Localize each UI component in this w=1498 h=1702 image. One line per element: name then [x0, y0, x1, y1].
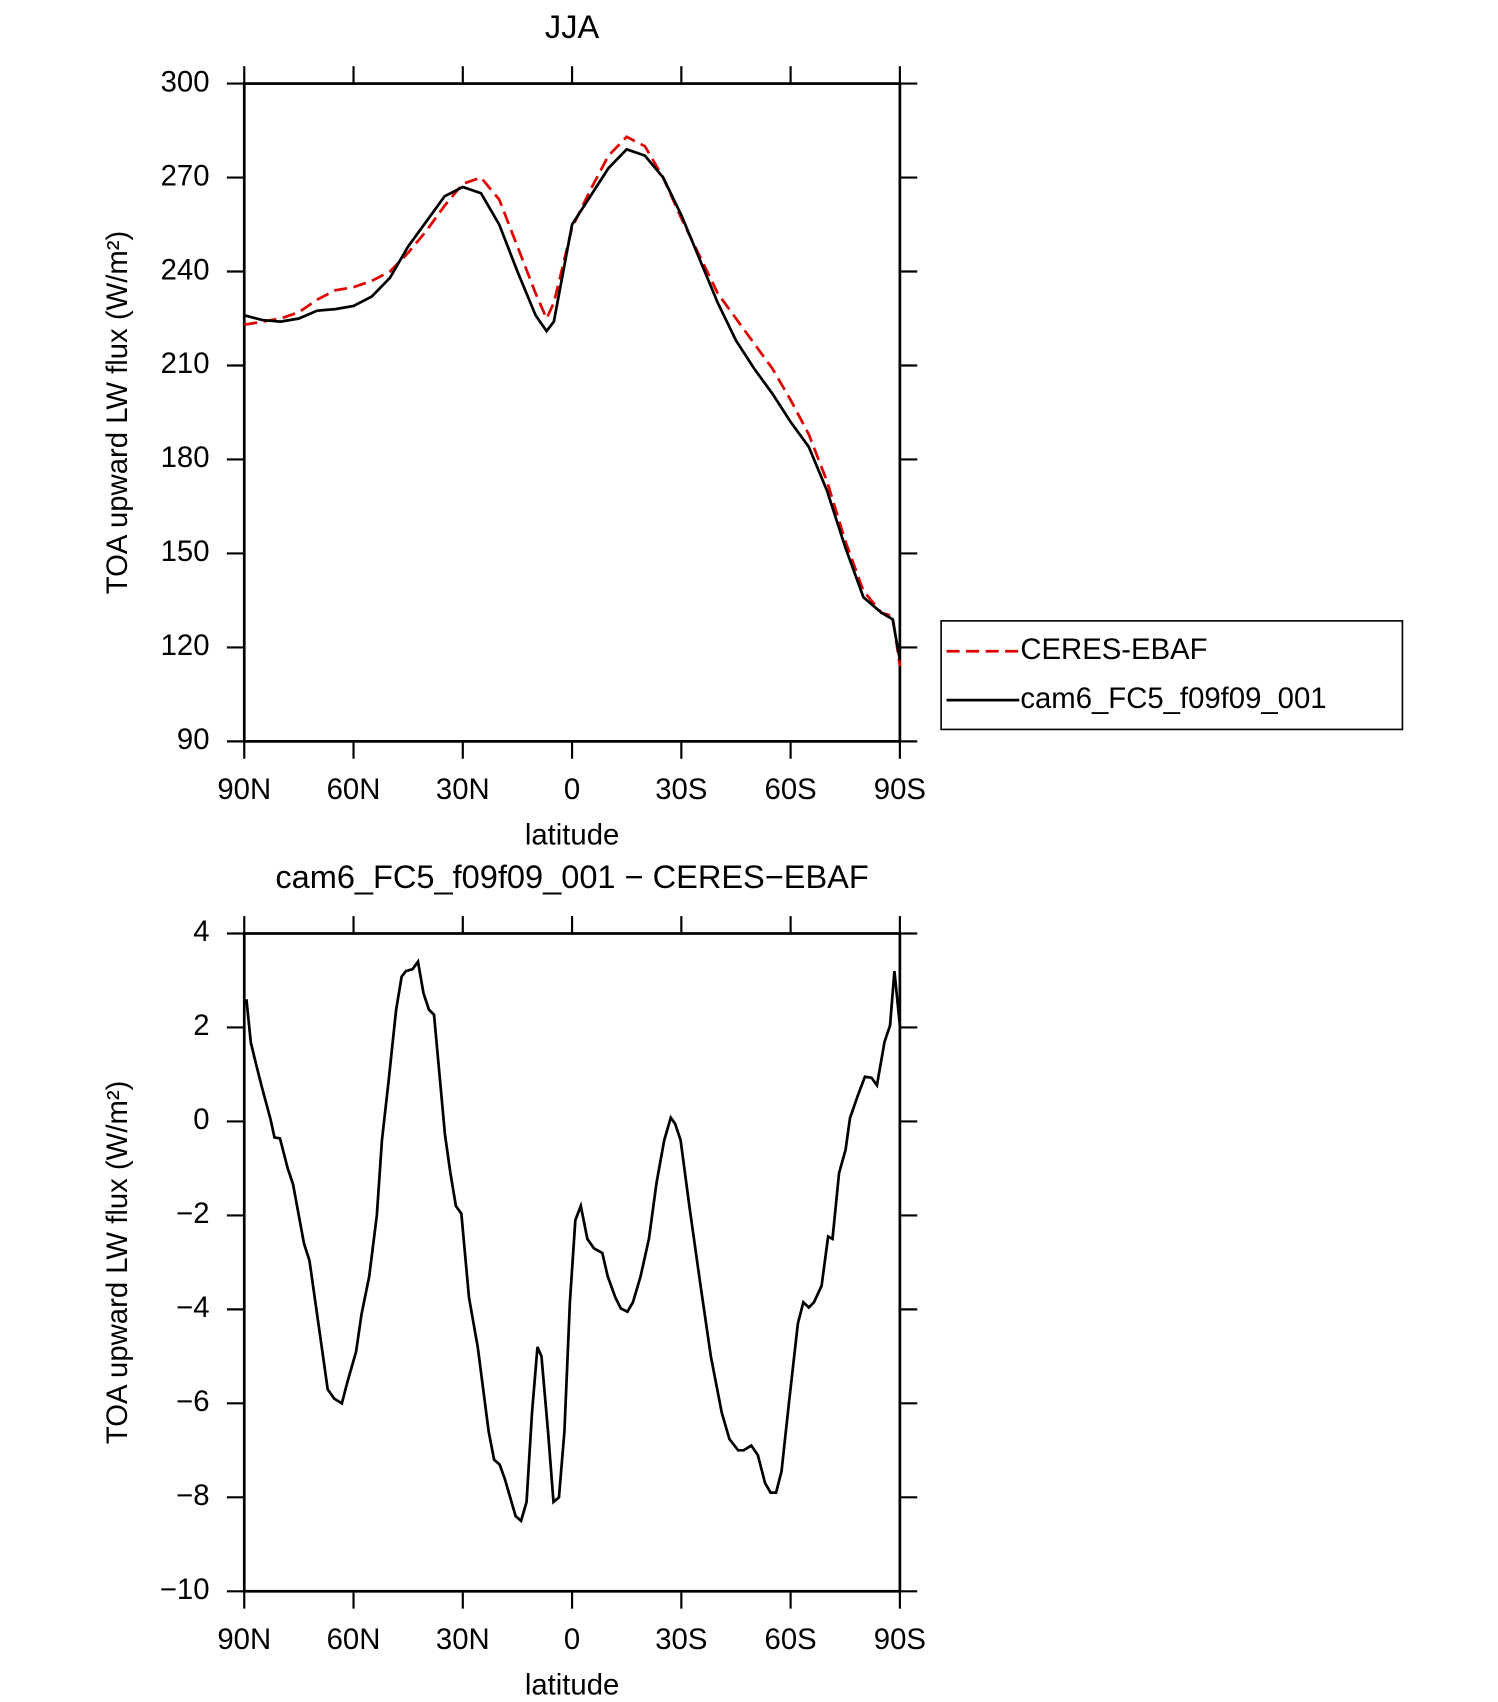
chart-title: JJA — [545, 9, 600, 45]
x-tick-label: 0 — [564, 773, 580, 806]
x-tick-label: 60N — [327, 1623, 381, 1656]
x-tick-label: 60S — [765, 1623, 817, 1656]
data-line — [244, 135, 902, 667]
y-tick-label: 4 — [193, 915, 209, 948]
y-tick-label: 240 — [161, 253, 210, 286]
data-line — [245, 958, 902, 1524]
x-tick-label: 90N — [217, 773, 271, 806]
legend-label: CERES-EBAF — [1020, 633, 1207, 666]
x-tick-label: 0 — [564, 1623, 580, 1656]
y-tick-label: 300 — [161, 65, 210, 98]
x-axis-label: latitude — [525, 1669, 619, 1702]
y-tick-label: 0 — [193, 1103, 209, 1136]
y-tick-label: 210 — [161, 347, 210, 380]
x-tick-label: 90N — [217, 1623, 271, 1656]
y-tick-label: 2 — [193, 1009, 209, 1042]
y-tick-label: −6 — [176, 1385, 209, 1418]
x-axis-label: latitude — [525, 819, 619, 852]
x-tick-label: 90S — [874, 1623, 926, 1656]
x-tick-label: 30S — [655, 1623, 707, 1656]
legend-box — [940, 620, 1404, 731]
chart-title: cam6_FC5_f09f09_001 − CERES−EBAF — [275, 859, 868, 895]
y-tick-label: 150 — [161, 535, 210, 568]
data-line — [243, 147, 902, 661]
y-axis-label: TOA upward LW flux (W/m²) — [101, 231, 134, 595]
y-tick-label: 90 — [177, 723, 210, 756]
x-tick-label: 90S — [874, 773, 926, 806]
x-tick-label: 30N — [436, 1623, 490, 1656]
y-tick-label: −4 — [176, 1291, 209, 1324]
y-axis-label: TOA upward LW flux (W/m²) — [101, 1081, 134, 1445]
plot-frame — [242, 82, 902, 743]
y-tick-label: 180 — [161, 441, 210, 474]
plot-frame — [242, 932, 902, 1593]
x-tick-label: 60N — [327, 773, 381, 806]
x-tick-label: 60S — [765, 773, 817, 806]
y-tick-label: −10 — [160, 1573, 210, 1606]
y-tick-label: −2 — [176, 1197, 209, 1230]
y-tick-label: 120 — [161, 629, 210, 662]
x-tick-label: 30N — [436, 773, 490, 806]
x-tick-label: 30S — [655, 773, 707, 806]
y-tick-label: −8 — [176, 1479, 209, 1512]
y-tick-label: 270 — [161, 159, 210, 192]
legend-label: cam6_FC5_f09f09_001 — [1020, 682, 1326, 715]
